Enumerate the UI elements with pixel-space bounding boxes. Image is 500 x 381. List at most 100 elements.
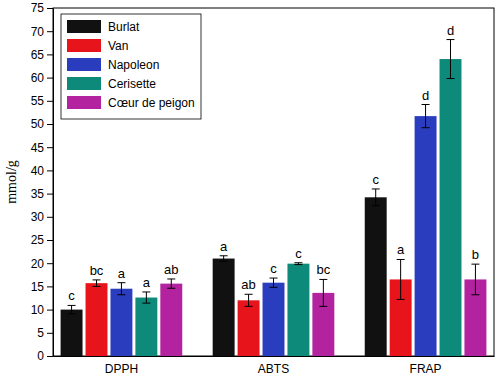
error-bar-cap <box>294 262 302 263</box>
y-tick: 15 <box>31 280 53 294</box>
y-tick-label: 20 <box>31 257 45 271</box>
y-tick-label: 40 <box>31 164 45 178</box>
error-bar-cap <box>270 278 278 279</box>
y-tick-mark <box>47 286 53 287</box>
error-bar <box>93 280 101 286</box>
error-bar <box>446 40 454 79</box>
bar <box>238 300 260 356</box>
error-bar-cap <box>372 205 380 206</box>
legend-label: Cœur de peigon <box>108 96 195 110</box>
error-bar <box>245 294 253 306</box>
y-tick: 5 <box>37 326 53 340</box>
error-bar-cap <box>142 291 150 292</box>
error-bar-cap <box>471 294 479 295</box>
error-bar <box>397 259 405 299</box>
y-tick-mark <box>47 8 53 9</box>
x-axis-line <box>54 356 495 357</box>
y-tick-label: 0 <box>37 349 44 363</box>
marks <box>61 40 487 356</box>
significance-letter: d <box>422 88 429 103</box>
y-tick-label: 70 <box>31 25 45 39</box>
y-tick: 30 <box>31 210 53 224</box>
legend-label: Van <box>108 39 128 53</box>
significance-letter: c <box>372 172 379 187</box>
plot: cacbcabaacdacdabbcb051015202530354045505… <box>31 1 495 375</box>
error-bar-cap <box>245 294 253 295</box>
error-bar-stem <box>121 283 122 295</box>
series <box>86 259 412 356</box>
y-tick-label: 35 <box>31 187 45 201</box>
legend-item: Van <box>67 39 128 53</box>
legend-item: Cœur de peigon <box>67 96 195 110</box>
legend-item: Napoleon <box>67 58 159 72</box>
y-tick: 50 <box>31 117 53 131</box>
y-tick-mark <box>47 170 53 171</box>
x-tick-label: DPPH <box>105 362 138 376</box>
legend-swatch <box>67 96 101 109</box>
error-bar-stem <box>323 279 324 306</box>
bar <box>440 59 462 356</box>
bar <box>263 283 285 356</box>
y-tick-mark <box>47 240 53 241</box>
legend-label: Cerisette <box>108 77 156 91</box>
error-bar <box>270 278 278 287</box>
error-bar <box>68 305 76 313</box>
y-tick-label: 75 <box>31 1 45 15</box>
y-tick-mark <box>47 147 53 148</box>
error-bar-stem <box>223 256 224 262</box>
y-tick: 45 <box>31 141 53 155</box>
error-bar-cap <box>167 278 175 279</box>
y-tick-mark <box>47 356 53 357</box>
y-tick-mark <box>47 54 53 55</box>
legend-swatch <box>67 77 101 90</box>
y-axis-title: mmol/g <box>4 160 19 204</box>
error-bar-cap <box>446 39 454 40</box>
error-bar-cap <box>117 282 125 283</box>
x-tick: ABTS <box>258 356 289 376</box>
significance-letter: d <box>447 23 454 38</box>
y-tick-label: 65 <box>31 48 45 62</box>
error-bar-stem <box>450 40 451 79</box>
error-bar-cap <box>68 305 76 306</box>
y-tick-label: 25 <box>31 233 45 247</box>
error-bar <box>142 292 150 303</box>
error-bar-cap <box>167 288 175 289</box>
error-bar-stem <box>248 294 249 306</box>
y-tick: 25 <box>31 233 53 247</box>
y-tick: 35 <box>31 187 53 201</box>
error-bar <box>294 263 302 265</box>
y-axis: 051015202530354045505560657075 <box>31 1 54 363</box>
chart: cacbcabaacdacdabbcb051015202530354045505… <box>0 0 500 381</box>
error-bar-cap <box>93 279 101 280</box>
y-tick: 40 <box>31 164 53 178</box>
significance-letter: c <box>68 288 75 303</box>
error-bar-cap <box>117 294 125 295</box>
significance-letter: bc <box>90 263 104 278</box>
error-bar-cap <box>397 299 405 300</box>
error-bar <box>319 279 327 306</box>
error-bar-cap <box>397 259 405 260</box>
error-bar-cap <box>245 306 253 307</box>
y-tick-mark <box>47 194 53 195</box>
x-tick: FRAP <box>410 356 442 376</box>
y-tick: 60 <box>31 71 53 85</box>
y-tick-label: 60 <box>31 71 45 85</box>
error-bar-cap <box>446 78 454 79</box>
error-bar-cap <box>68 313 76 314</box>
series <box>160 264 486 356</box>
y-tick-mark <box>47 101 53 102</box>
legend-box <box>61 14 201 119</box>
significance-letter: bc <box>316 262 330 277</box>
y-tick: 75 <box>31 1 53 15</box>
y-tick-label: 30 <box>31 210 45 224</box>
significance-letter: a <box>220 239 228 254</box>
bar <box>110 289 132 356</box>
error-bar-cap <box>471 264 479 265</box>
error-bar <box>167 279 175 288</box>
y-tick: 0 <box>37 349 53 363</box>
error-bar-stem <box>375 189 376 206</box>
bar <box>86 283 108 356</box>
y-tick: 55 <box>31 94 53 108</box>
y-tick-mark <box>47 124 53 125</box>
legend-item: Burlat <box>67 20 140 34</box>
